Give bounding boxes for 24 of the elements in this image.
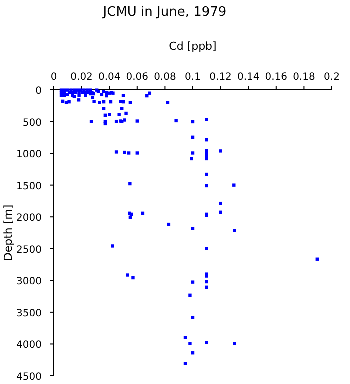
y-tick-label: 1500 <box>16 181 42 192</box>
chart-title: JCMU in June, 1979 <box>102 5 227 20</box>
y-tick-label: 4000 <box>16 340 42 352</box>
x-tick-label: 0.1 <box>185 72 201 83</box>
x-tick-label: 0.08 <box>154 72 176 83</box>
x-tick-label: 0.14 <box>237 72 260 83</box>
y-tick-label: 3500 <box>16 308 42 320</box>
x-tick-label: 0.2 <box>324 72 340 83</box>
y-tick-label: 500 <box>22 118 42 129</box>
x-tick-label: 0.16 <box>265 72 288 83</box>
x-tick-label: 0.12 <box>210 72 232 83</box>
x-tick-label: 0.04 <box>98 72 121 83</box>
y-tick-label: 4500 <box>16 372 42 383</box>
x-axis-title: Cd [ppb] <box>169 40 217 53</box>
y-tick-label: 2000 <box>16 213 42 224</box>
x-tick-label: 0.02 <box>70 72 93 83</box>
y-tick-label: 2500 <box>16 244 42 256</box>
y-tick-label: 1000 <box>16 150 42 161</box>
y-axis-title: Depth [m] <box>2 204 15 262</box>
x-tick-label: 0 <box>50 72 58 83</box>
y-tick-label: 3000 <box>16 276 42 288</box>
x-tick-label: 0.18 <box>293 72 316 83</box>
x-tick-label: 0.06 <box>126 72 149 83</box>
y-tick-label: 0 <box>36 86 42 97</box>
